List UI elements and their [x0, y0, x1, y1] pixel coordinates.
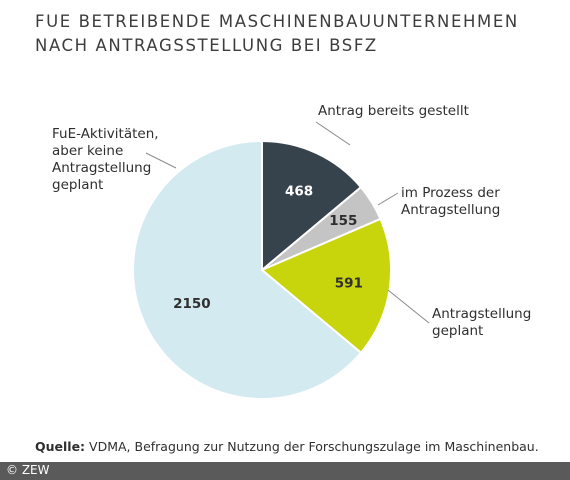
slice-category-label-line: geplant [52, 177, 103, 193]
chart-title: FuE betreibende Maschinenbauunternehmen … [35, 10, 555, 58]
source-note: Quelle: VDMA, Befragung zur Nutzung der … [35, 439, 565, 454]
copyright-text: © ZEW [6, 463, 50, 477]
chart-title-line-1: FuE betreibende Maschinenbauunternehmen [35, 12, 519, 31]
pie-slice [132, 139, 363, 400]
source-text: VDMA, Befragung zur Nutzung der Forschun… [85, 439, 539, 454]
slice-category-label-line: Antragstellung [401, 202, 500, 218]
slice-value-label: 2150 [173, 296, 211, 312]
slice-category-label-line: aber keine [52, 143, 123, 159]
leader-line [377, 192, 399, 206]
pie-slice [261, 139, 363, 273]
footer-bar: © ZEW [0, 462, 570, 480]
leader-line [315, 121, 351, 146]
leader-line [145, 152, 177, 169]
slice-category-label-line: geplant [432, 323, 483, 339]
slice-value-label: 468 [285, 184, 313, 200]
slice-value-label: 591 [335, 276, 363, 292]
slice-category-label-line: Antragstellung [52, 160, 151, 176]
slice-category-label: FuE-Aktivitäten, aber keine Antragstellung… [52, 126, 159, 193]
chart-title-line-2: nach Antragsstellung bei BSFZ [35, 36, 378, 55]
leader-line [387, 289, 430, 324]
slice-category-label-line: Antragstellung [432, 306, 531, 322]
slice-category-label-line: Antrag bereits gestellt [318, 103, 469, 119]
slice-category-label: Antrag bereits gestellt [318, 103, 469, 119]
source-prefix: Quelle: [35, 439, 86, 454]
slice-category-label: im Prozess der Antragstellung [401, 185, 500, 218]
slice-category-label: Antragstellung geplant [432, 306, 531, 339]
pie-slice [260, 217, 392, 355]
slice-category-label-line: im Prozess der [401, 185, 500, 201]
slice-value-label: 155 [329, 213, 357, 229]
slice-category-label-line: FuE-Aktivitäten, [52, 126, 159, 142]
